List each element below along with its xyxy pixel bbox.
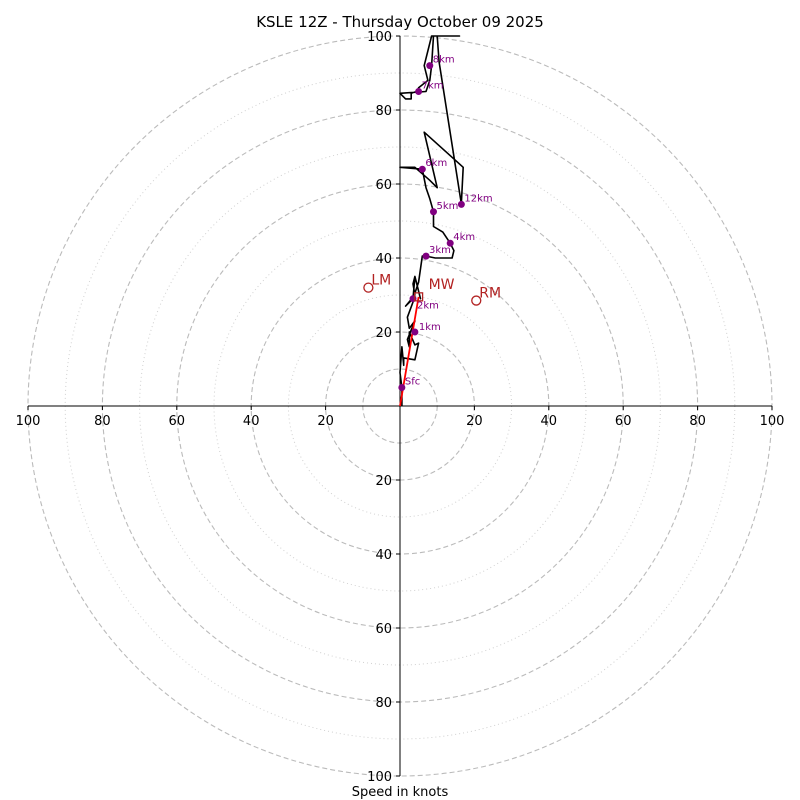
x-tick-label: 60 [169, 414, 186, 429]
x-tick-label: 40 [243, 414, 260, 429]
axes: 100 100 80 80 60 60 40 40 20 20 20 20 40 40 60 60 80 80 10… [16, 30, 785, 785]
height-label-8km: 8km [433, 55, 455, 66]
y-tick-label: 60 [375, 622, 392, 637]
y-tick-label: 40 [375, 548, 392, 563]
height-marker-Sfc [398, 384, 406, 391]
x-tick-label: 80 [689, 414, 706, 429]
height-marker-5km [429, 208, 437, 216]
height-marker-8km [426, 62, 434, 70]
y-tick-label: 80 [375, 104, 392, 119]
height-marker-12km [457, 200, 465, 208]
x-tick-label: 100 [16, 414, 41, 429]
height-marker-6km [418, 165, 426, 173]
x-tick-label: 20 [317, 414, 334, 429]
height-label-7km: 7km [422, 81, 444, 92]
height-label-6km: 6km [425, 158, 447, 169]
height-marker-4km [446, 239, 454, 247]
x-tick-label: 40 [541, 414, 558, 429]
storm-motion-label-RM: RM [479, 286, 501, 302]
height-label-1km: 1km [419, 322, 441, 333]
storm-motion-label-LM: LM [371, 273, 391, 289]
chart-title: KSLE 12Z - Thursday October 09 2025 [256, 13, 544, 31]
height-marker-7km [415, 88, 423, 95]
x-tick-label: 80 [94, 414, 111, 429]
y-tick-label: 100 [367, 30, 392, 45]
height-label-2km: 2km [417, 301, 439, 312]
height-marker-1km [411, 328, 419, 336]
y-tick-label: 60 [375, 178, 392, 193]
height-label-4km: 4km [453, 232, 475, 243]
x-tick-label: 20 [466, 414, 483, 429]
height-label-Sfc: Sfc [405, 377, 420, 388]
height-label-12km: 12km [464, 193, 492, 204]
y-tick-label: 80 [375, 696, 392, 711]
x-axis-label: Speed in knots [352, 785, 449, 800]
y-tick-label: 20 [375, 474, 392, 489]
x-tick-label: 100 [760, 414, 785, 429]
storm-motion-RM [471, 295, 482, 306]
height-label-3km: 3km [429, 245, 451, 256]
hodograph-trace-layer [399, 35, 465, 407]
y-tick-label: 40 [375, 252, 392, 267]
height-label-5km: 5km [436, 201, 458, 212]
hodograph-trace [399, 35, 465, 406]
y-tick-label: 100 [367, 770, 392, 785]
storm-motion-label-MW: MW [429, 277, 455, 293]
storm-motions: LM RM MW [363, 273, 501, 306]
height-marker-3km [422, 252, 430, 260]
y-tick-label: 20 [375, 326, 392, 341]
storm-motion-LM [363, 282, 374, 293]
storm-motion-MW [413, 292, 424, 302]
x-tick-label: 60 [615, 414, 632, 429]
